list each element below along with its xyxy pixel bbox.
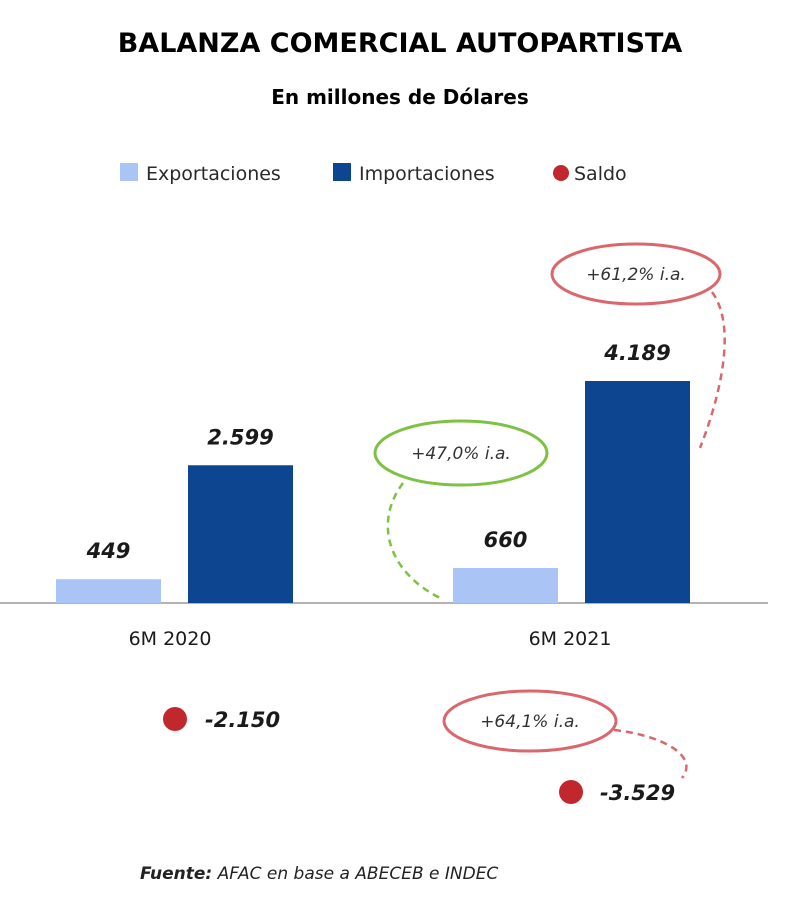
legend-label-importaciones: Importaciones xyxy=(359,163,495,185)
source-text: AFAC en base a ABECEB e INDEC xyxy=(212,864,498,884)
annotation-ellipse-exportaciones xyxy=(373,419,549,487)
legend-swatch-exportaciones xyxy=(120,163,138,181)
annotation-connector-exportaciones xyxy=(386,482,441,600)
balance-label-2020: -2.150 xyxy=(205,708,280,732)
annotation-exportaciones: +47,0% i.a. xyxy=(373,419,549,600)
bar-exportaciones-6m-2021 xyxy=(453,568,558,603)
annotation-ellipse-importaciones xyxy=(550,242,722,306)
balance-marker-2021 xyxy=(559,780,583,804)
legend-swatch-importaciones xyxy=(333,163,351,181)
value-label-exportaciones-6m-2021: 660 xyxy=(484,528,528,552)
annotation-connector-importaciones xyxy=(698,291,726,449)
legend-label-saldo: Saldo xyxy=(574,163,627,185)
category-label-2021: 6M 2021 xyxy=(529,628,612,650)
category-label-2020: 6M 2020 xyxy=(129,628,212,650)
annotation-text-importaciones: +61,2% i.a. xyxy=(586,265,686,285)
legend-label-exportaciones: Exportaciones xyxy=(146,163,281,185)
bar-importaciones-6m-2020 xyxy=(188,465,293,603)
bar-importaciones-6m-2021 xyxy=(585,381,690,603)
balance-marker-2020 xyxy=(163,707,187,731)
value-label-importaciones-6m-2021: 4.189 xyxy=(603,341,670,365)
value-label-exportaciones-6m-2020: 449 xyxy=(86,539,131,563)
value-label-importaciones-6m-2020: 2.599 xyxy=(207,425,273,449)
source-note: Fuente: AFAC en base a ABECEB e INDEC xyxy=(140,864,498,884)
annotation-connector-saldo xyxy=(613,728,688,779)
chart-subtitle: En millones de Dólares xyxy=(271,85,529,109)
legend-marker-saldo xyxy=(553,165,569,181)
annotation-ellipse-saldo xyxy=(442,689,618,753)
bars-group: 449 660 2.599 4.189 xyxy=(56,341,690,603)
annotation-importaciones: +61,2% i.a. xyxy=(550,242,726,449)
annotation-saldo: +64,1% i.a. xyxy=(442,689,688,779)
legend: Exportaciones Importaciones Saldo xyxy=(120,163,627,185)
bar-exportaciones-6m-2020 xyxy=(56,579,161,603)
annotation-text-saldo: +64,1% i.a. xyxy=(480,712,580,732)
annotation-text-exportaciones: +47,0% i.a. xyxy=(411,444,511,464)
source-label: Fuente: xyxy=(140,864,212,884)
balance-label-2021: -3.529 xyxy=(600,781,675,805)
chart-title: BALANZA COMERCIAL AUTOPARTISTA xyxy=(118,28,683,59)
